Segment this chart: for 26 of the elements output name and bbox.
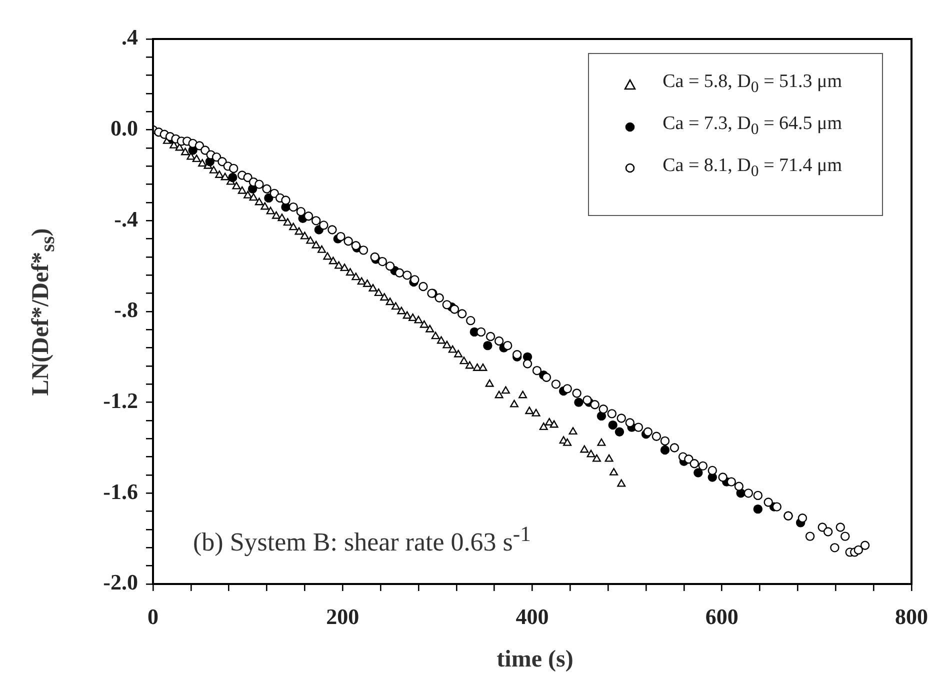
x-tick-label: 600 (705, 604, 738, 629)
point (228, 172, 238, 182)
x-tick-label: 400 (516, 604, 549, 629)
annotation: (b) System B: shear rate 0.63 s$^{-1}$ (193, 522, 531, 558)
y-tick-label: 0.0 (110, 116, 138, 141)
x-tick-label: 800 (895, 604, 928, 629)
x-axis-title: time (s) (496, 646, 574, 674)
point (608, 420, 618, 430)
legend-label: Ca = 7.3, D$_{0}$ = 64.5 μm (662, 112, 842, 140)
legend-label: Ca = 8.1, D$_{0}$ = 71.4 μm (662, 154, 842, 182)
y-tick-label: -2.0 (103, 570, 138, 595)
x-tick-label: 200 (326, 604, 360, 629)
y-tick-label: -.8 (114, 297, 138, 322)
y-tick-label: -.4 (114, 206, 138, 232)
point (660, 445, 670, 455)
point (694, 468, 703, 478)
point (574, 398, 584, 407)
y-tick-label: .4 (122, 24, 138, 50)
point (753, 504, 763, 514)
point (483, 340, 492, 350)
legend-label: Ca = 5.8, D$_{0}$ = 51.3 μm (662, 70, 842, 98)
y-tick-label: -1.2 (103, 388, 138, 414)
x-tick-label: 0 (148, 604, 158, 629)
point (614, 427, 624, 436)
y-tick-label: -1.6 (103, 478, 138, 504)
point (264, 193, 274, 203)
